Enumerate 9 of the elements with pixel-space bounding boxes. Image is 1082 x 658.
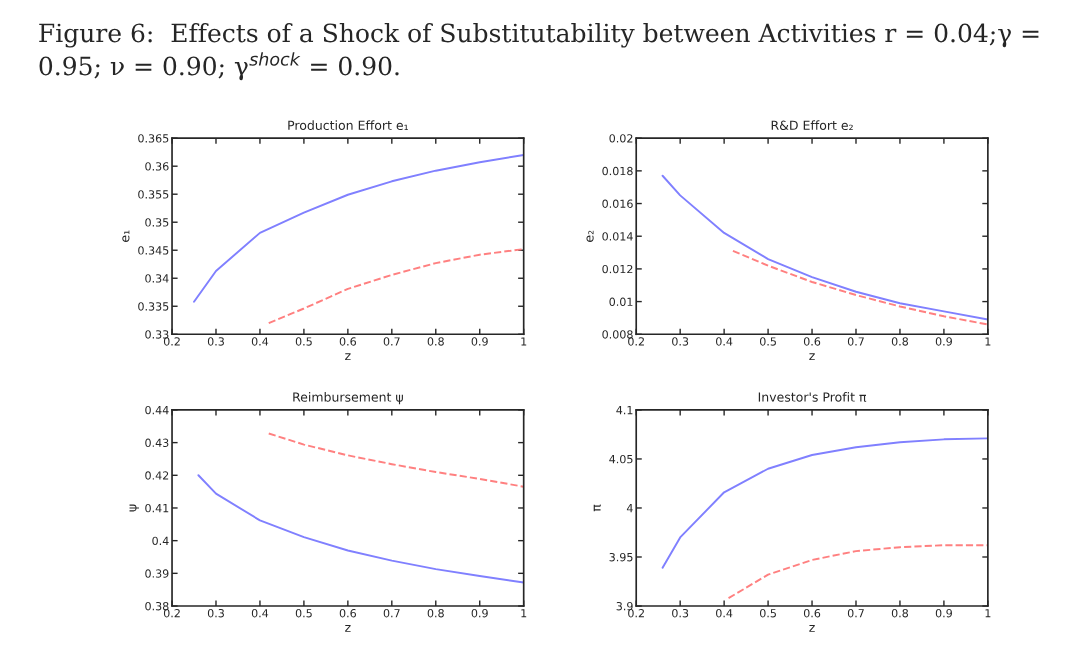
line-series bbox=[193, 154, 524, 303]
line-series bbox=[727, 544, 988, 600]
line-series bbox=[267, 432, 524, 488]
line-series bbox=[197, 474, 524, 584]
caption: Figure 6: Effects of a Shock of Substitutability between Activities r = 0.04;γ = 0.95; ν = 0.90; γ$^{shock}$ = 0.90. bbox=[39, 23, 1039, 81]
line-series bbox=[267, 248, 524, 325]
line-series bbox=[661, 437, 988, 569]
line-series bbox=[661, 174, 988, 321]
line-series bbox=[731, 249, 988, 326]
